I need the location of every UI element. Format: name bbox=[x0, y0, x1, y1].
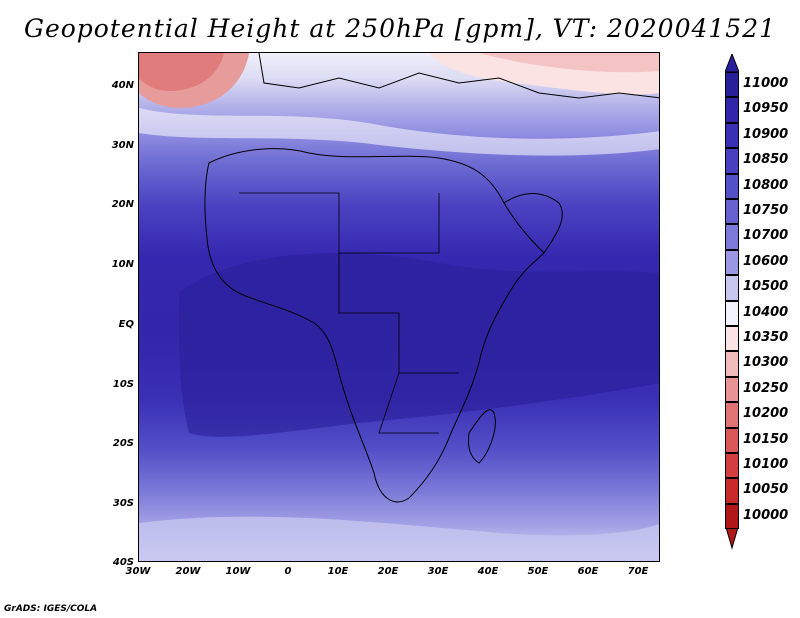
legend-level-label: 10050 bbox=[743, 482, 789, 498]
map-panel bbox=[138, 52, 660, 562]
lon-label-60e: 60E bbox=[577, 566, 599, 577]
lat-label-20s: 20S bbox=[112, 438, 134, 449]
legend-level-label: 10700 bbox=[743, 228, 789, 244]
legend-swatch bbox=[725, 72, 739, 98]
lat-label-20n: 20N bbox=[111, 199, 134, 210]
legend-level-label: 10350 bbox=[743, 330, 789, 345]
legend-swatch bbox=[725, 148, 739, 174]
legend-level-label: 10250 bbox=[743, 380, 789, 396]
legend-level-label: 10500 bbox=[743, 279, 789, 295]
lat-label-40s: 40S bbox=[112, 557, 134, 568]
lon-label-0: 0 bbox=[284, 566, 292, 577]
legend-swatch bbox=[725, 427, 739, 453]
lon-label-10w: 10W bbox=[225, 566, 251, 577]
legend-swatch bbox=[725, 402, 739, 428]
lat-label-30n: 30N bbox=[111, 140, 134, 151]
legend-level-label: 10850 bbox=[743, 152, 789, 168]
legend-swatch bbox=[725, 122, 739, 149]
lat-label-30s: 30S bbox=[112, 498, 134, 509]
legend-swatch bbox=[725, 376, 739, 403]
legend-level-label: 10300 bbox=[743, 355, 789, 371]
legend-swatch bbox=[725, 249, 739, 276]
lon-label-10e: 10E bbox=[327, 566, 349, 577]
geopotential-field bbox=[139, 53, 659, 561]
legend-level-label: 10950 bbox=[743, 101, 789, 117]
legend-swatch bbox=[725, 275, 739, 301]
legend-swatch bbox=[725, 173, 739, 199]
lon-label-30w: 30W bbox=[125, 566, 151, 577]
lon-label-50e: 50E bbox=[527, 566, 549, 577]
legend-level-label: 10000 bbox=[743, 507, 789, 523]
legend-swatch bbox=[725, 199, 739, 225]
legend-level-label: 10200 bbox=[743, 406, 789, 422]
legend-level-label: 11000 bbox=[743, 76, 789, 91]
legend-swatch bbox=[725, 503, 739, 530]
legend-level-label: 10600 bbox=[743, 253, 789, 269]
legend-swatch bbox=[725, 300, 739, 326]
legend-level-label: 10900 bbox=[743, 126, 789, 142]
lon-label-40e: 40E bbox=[477, 566, 499, 577]
lon-label-20w: 20W bbox=[175, 566, 201, 577]
map-title: Geopotential Height at 250hPa [gpm], VT:… bbox=[23, 14, 777, 43]
legend-level-label: 10750 bbox=[743, 203, 789, 218]
lon-label-20e: 20E bbox=[377, 566, 399, 577]
legend-swatch bbox=[725, 453, 739, 479]
legend-swatch bbox=[725, 351, 739, 377]
lat-label-40n: 40N bbox=[111, 80, 134, 91]
grads-credit: GrADS: IGES/COLA bbox=[4, 604, 98, 614]
lat-label-10s: 10S bbox=[112, 379, 134, 390]
legend-level-label: 10400 bbox=[743, 304, 789, 320]
lon-label-30e: 30E bbox=[427, 566, 449, 577]
lat-label-eq: EQ bbox=[118, 319, 134, 330]
legend-swatch bbox=[725, 224, 739, 250]
lat-label-10n: 10N bbox=[111, 259, 134, 270]
legend-swatch bbox=[725, 326, 739, 352]
legend-level-label: 10100 bbox=[743, 457, 789, 472]
legend-swatch bbox=[725, 97, 739, 123]
legend-level-label: 10800 bbox=[743, 177, 789, 193]
legend-level-label: 10150 bbox=[743, 431, 789, 447]
legend-swatch bbox=[725, 478, 739, 504]
color-legend: 11000 10950 10900 10850 10800 10750 10700 10600… bbox=[725, 54, 795, 558]
lon-label-70e: 70E bbox=[627, 566, 649, 577]
